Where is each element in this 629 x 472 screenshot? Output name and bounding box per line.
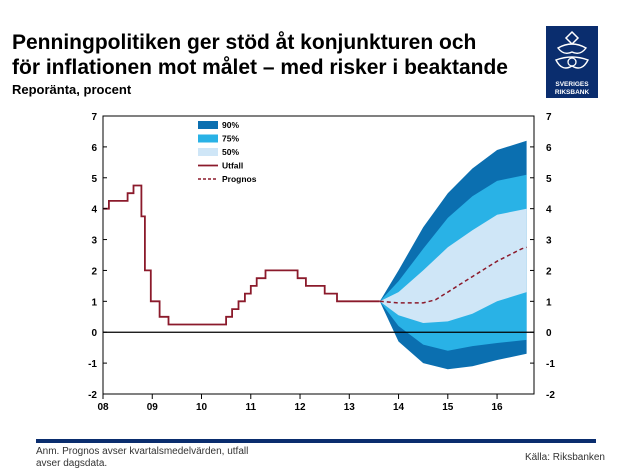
chart-frame <box>102 115 535 395</box>
y-tick-label-right: -2 <box>546 390 555 401</box>
legend-swatch-band75 <box>198 134 218 143</box>
chart-axes: -2 -2-1 -10 01 12 23 34 45 56 67 708 09 10 11 12 13 14 15… <box>88 112 555 413</box>
y-tick-label-left: 0 <box>91 328 97 339</box>
chart-title: Penningpolitiken ger stöd åt konjunkture… <box>12 30 542 80</box>
band-50 <box>379 208 527 323</box>
chart-series <box>103 184 527 326</box>
legend-label: Utfall <box>222 161 243 171</box>
y-tick-label-right: 5 <box>546 174 552 185</box>
y-tick-label-right: 1 <box>546 297 552 308</box>
repo-rate-chart: -2 -2-1 -10 01 12 23 34 45 56 67 708 09 10 11 12 13 14 15… <box>88 112 555 413</box>
y-tick-label-left: 5 <box>91 174 97 185</box>
y-tick-label-left: 4 <box>91 205 97 216</box>
y-tick-label-left: -2 <box>88 390 97 401</box>
logo-text-2: RIKSBANK <box>555 89 590 96</box>
riksbank-logo: SVERIGES RIKSBANK <box>546 26 598 98</box>
legend-label: 75% <box>222 134 239 144</box>
logo-emblem-top-icon <box>556 43 588 55</box>
y-tick-label-left: 3 <box>91 236 97 247</box>
x-tick-label: 13 <box>344 402 356 413</box>
y-tick-label-right: -1 <box>546 359 555 370</box>
x-tick-label: 14 <box>393 402 405 413</box>
legend-label: 90% <box>222 120 239 130</box>
y-tick-label-right: 2 <box>546 266 552 277</box>
y-tick-label-left: -1 <box>88 359 97 370</box>
legend-label: 50% <box>222 147 239 157</box>
logo-text-1: SVERIGES <box>555 81 589 88</box>
legend-label: Prognos <box>222 174 257 184</box>
y-tick-label-left: 7 <box>91 112 97 123</box>
plot-frame <box>102 115 535 395</box>
chart-legend: 90% 75% 50% Utfall Prognos <box>198 120 257 184</box>
outcome-line <box>103 184 380 326</box>
logo-emblem-bottom-icon <box>555 56 589 69</box>
legend-swatch-band50 <box>198 148 218 156</box>
chart-subtitle: Reporänta, procent <box>12 82 132 97</box>
footer-rule <box>36 439 596 443</box>
x-tick-label: 09 <box>147 402 159 413</box>
footnote-line-2: avser dagsdata. <box>36 458 108 469</box>
x-tick-label: 12 <box>294 402 306 413</box>
legend-swatch-band90 <box>198 121 218 129</box>
logo-center-icon <box>567 57 577 67</box>
y-tick-label-left: 1 <box>91 297 97 308</box>
x-tick-label: 16 <box>491 402 503 413</box>
title-line-1: Penningpolitiken ger stöd åt konjunkture… <box>12 31 477 54</box>
y-tick-label-right: 3 <box>546 236 552 247</box>
y-tick-label-left: 6 <box>91 143 97 154</box>
x-tick-label: 15 <box>442 402 454 413</box>
forecast-bands <box>379 140 527 370</box>
x-tick-label: 10 <box>196 402 208 413</box>
footnote-line-1: Anm. Prognos avser kvartalsmedelvärden, … <box>36 446 249 457</box>
y-tick-label-right: 6 <box>546 143 552 154</box>
x-tick-label: 11 <box>245 402 256 413</box>
forecast-line <box>379 246 527 304</box>
y-tick-label-right: 4 <box>546 205 552 216</box>
y-tick-label-right: 7 <box>546 112 552 123</box>
title-line-2: för inflationen mot målet – med risker i… <box>12 56 508 79</box>
y-tick-label-left: 2 <box>91 266 97 277</box>
y-tick-label-right: 0 <box>546 328 552 339</box>
footnote: Anm. Prognos avser kvartalsmedelvärden, … <box>36 446 296 470</box>
x-tick-label: 08 <box>97 402 109 413</box>
source-label: Källa: Riksbanken <box>524 452 605 463</box>
logo-background <box>546 26 598 98</box>
